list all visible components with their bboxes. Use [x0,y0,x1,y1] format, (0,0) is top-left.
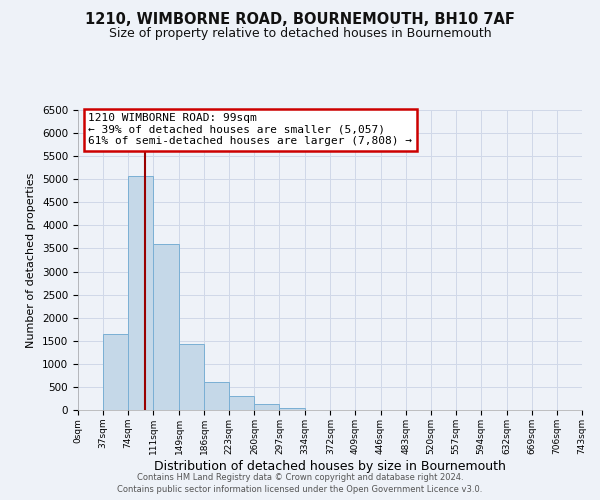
Bar [254,404,280,410]
Y-axis label: Number of detached properties: Number of detached properties [26,172,37,348]
Bar [153,244,179,410]
Bar [229,396,254,410]
X-axis label: Distribution of detached houses by size in Bournemouth: Distribution of detached houses by size … [154,460,506,472]
Text: Contains public sector information licensed under the Open Government Licence v3: Contains public sector information licen… [118,485,482,494]
Bar [103,334,128,410]
Bar [204,382,229,410]
Bar [179,344,204,410]
Text: 1210, WIMBORNE ROAD, BOURNEMOUTH, BH10 7AF: 1210, WIMBORNE ROAD, BOURNEMOUTH, BH10 7… [85,12,515,28]
Bar [128,176,153,410]
Text: Size of property relative to detached houses in Bournemouth: Size of property relative to detached ho… [109,28,491,40]
Text: 1210 WIMBORNE ROAD: 99sqm
← 39% of detached houses are smaller (5,057)
61% of se: 1210 WIMBORNE ROAD: 99sqm ← 39% of detac… [88,113,412,146]
Text: Contains HM Land Registry data © Crown copyright and database right 2024.: Contains HM Land Registry data © Crown c… [137,472,463,482]
Bar [280,408,305,410]
